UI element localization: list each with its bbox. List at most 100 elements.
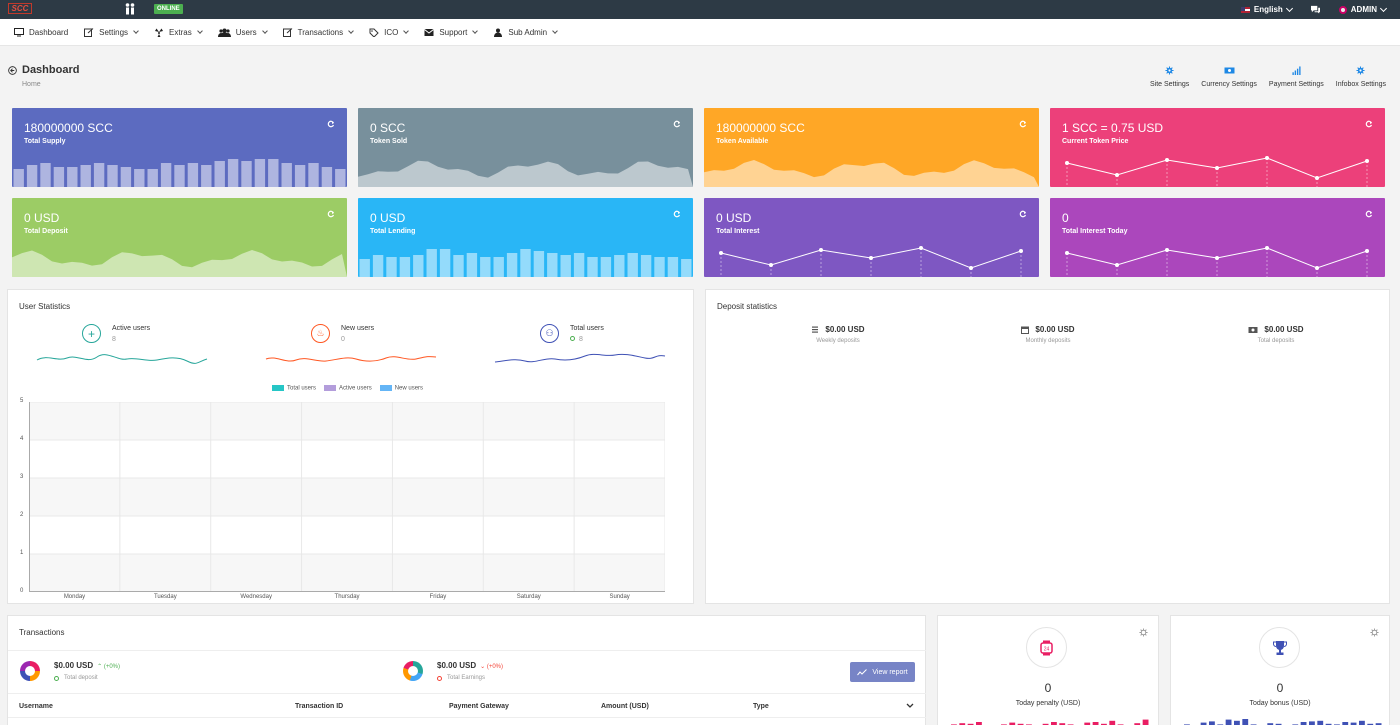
card-label: Current Token Price [1062,138,1129,145]
card-bar [40,163,51,187]
view-report-button[interactable]: View report [850,662,915,682]
currency-settings-link[interactable]: Currency Settings [1201,66,1257,88]
us-flag-icon [1240,6,1250,13]
card-point [1019,249,1023,253]
mini-bar [1342,722,1349,725]
card-bar [587,257,598,277]
admin-user-icon [494,28,503,37]
card-bar [13,169,24,187]
language-selector[interactable]: English [1240,4,1293,14]
payment-settings-link[interactable]: Payment Settings [1269,66,1324,88]
card-point [1265,246,1269,250]
penalty-label: Today penalty (USD) [1015,700,1081,707]
card-total-supply: 180000000 SCC Total Supply [12,108,347,187]
column-header[interactable]: Payment Gateway [449,703,509,710]
card-bar [294,165,306,187]
card-point [769,263,773,267]
card-bar [493,257,504,277]
card-label: Total Interest Today [1062,228,1128,235]
card-bar [241,161,252,187]
nav-support[interactable]: Support [424,27,479,37]
infobox-settings-link[interactable]: Infobox Settings [1336,66,1386,88]
gear-icon[interactable] [1370,628,1379,637]
card-point [1065,161,1069,165]
mini-bar [1059,723,1066,725]
active-users-sparkline [36,354,208,364]
people-icon[interactable] [124,2,136,16]
nav-transactions[interactable]: Transactions [282,27,354,37]
total-users-sparkline [494,353,666,363]
legend-item[interactable]: New users [379,385,423,392]
card-bar [120,167,132,187]
chevron-down-icon[interactable] [906,703,914,709]
mini-bar [1017,723,1024,725]
breadcrumb[interactable]: Home [22,81,41,88]
metric-label: Weekly deposits [816,338,860,344]
metric-value: $0.00 USD [437,661,477,670]
metric-value: 8 [112,336,116,343]
mini-bar [976,722,982,725]
refresh-icon[interactable] [673,120,681,128]
legend-item[interactable]: Total users [272,385,316,392]
card-point [1365,159,1369,163]
column-header[interactable]: Amount (USD) [601,703,649,710]
svg-text:24: 24 [1044,646,1050,652]
back-arrow-icon[interactable] [8,66,17,75]
refresh-icon[interactable] [1365,210,1373,218]
nav-label: Support [439,27,468,37]
card-token-sold: 0 SCC Token Sold [358,108,693,187]
signal-bars-icon [1292,66,1301,75]
tag-icon [369,28,379,37]
user-name: ADMIN [1350,5,1377,14]
nav-ico[interactable]: ICO [369,28,410,37]
x-tick-label: Sunday [609,594,630,600]
card-point [1215,256,1219,260]
chart-grid [28,401,666,593]
qs-label: Payment Settings [1268,81,1324,88]
chat-icon[interactable] [1310,5,1321,14]
refresh-icon[interactable] [673,210,681,218]
gear-icon[interactable] [1139,628,1148,637]
refresh-icon[interactable] [327,210,335,218]
refresh-icon[interactable] [1019,120,1027,128]
refresh-icon[interactable] [327,120,335,128]
quick-settings: Site Settings Currency Settings Payment … [1150,66,1386,88]
grid-band [29,440,665,478]
nav-label: Transactions [297,27,344,37]
people-icon: ⚇ [540,324,559,343]
metric-label: Monthly deposits [1025,338,1071,344]
nav-users[interactable]: Users [217,28,268,37]
card-bar [372,255,384,277]
card-bar [667,257,679,277]
mini-bar [1009,722,1016,725]
nav-extras[interactable]: Extras [154,28,203,37]
legend-item[interactable]: Active users [324,385,372,392]
card-bar [560,255,571,277]
watch-icon: 24 [1026,627,1067,668]
nav-sub-admin[interactable]: Sub Admin [493,28,558,37]
bonus-bars [1184,719,1382,725]
refresh-icon[interactable] [1365,120,1373,128]
nav-dashboard[interactable]: Dashboard [14,27,68,37]
chevron-down-icon [261,28,268,34]
column-header[interactable]: Transaction ID [295,703,344,710]
nav-settings[interactable]: Settings [84,27,139,37]
site-settings-link[interactable]: Site Settings [1150,66,1189,88]
chevron-down-icon [403,28,410,34]
button-label: View report [872,668,908,676]
plus-icon: + [82,324,101,343]
nav-label: Settings [99,27,129,37]
column-header[interactable]: Username [19,703,53,710]
status-badge: ONLINE [154,4,183,14]
metric-value: $0.00 USD [825,325,865,334]
user-menu[interactable]: ADMIN [1338,4,1388,14]
refresh-icon[interactable] [1019,210,1027,218]
card-value: 0 [1062,211,1069,225]
metric-label: New users [341,325,375,332]
total-deposits-metric: $0.00 USD Total deposits [1196,325,1356,344]
column-header[interactable]: Type [753,703,769,710]
card-bar [107,165,118,187]
app-logo[interactable]: SCC [8,3,32,14]
card-label: Total Supply [24,138,66,145]
card-bar [80,165,91,187]
